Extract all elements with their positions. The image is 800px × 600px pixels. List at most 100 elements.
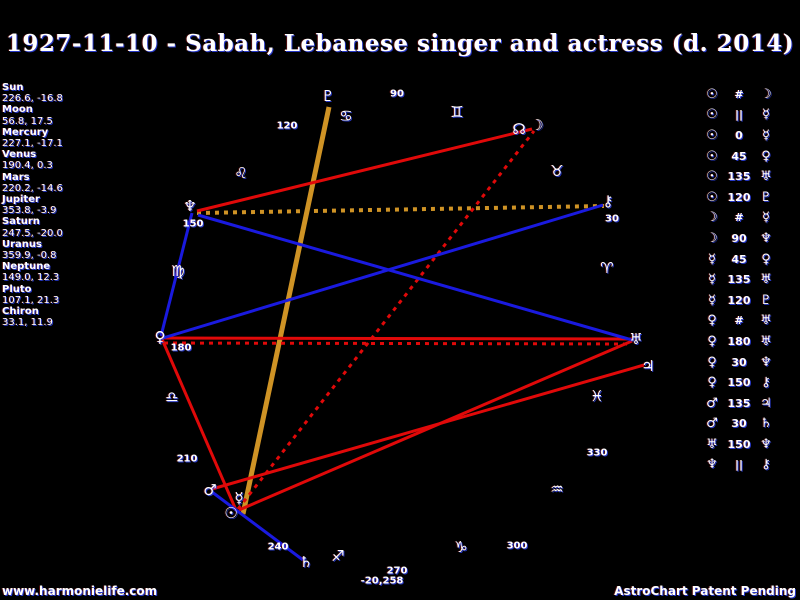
planet-name-jupiter: Jupiter	[2, 194, 40, 206]
aspect-line-sun-45-venus	[160, 338, 238, 511]
planet-coords-uranus: 359.9, -0.8	[2, 250, 57, 262]
aspect-glyph-sun: ☉	[706, 169, 718, 185]
planet-coords-sun: 226.6, -16.8	[2, 93, 63, 105]
aspect-line-venus-150-chiron	[162, 203, 604, 340]
planet-name-pluto: Pluto	[2, 283, 32, 295]
aspect-glyph-jupiter: ♃	[760, 395, 772, 411]
zodiac-sign-glyph-aquarius: ♒	[550, 480, 564, 498]
aspect-row-sun-venus: ☉ 45 ♀	[700, 146, 778, 167]
aspect-glyph-mercury: ☿	[708, 292, 716, 308]
zodiac-sign-glyph-capricorn: ♑	[454, 538, 468, 556]
aspect-row-neptune-chiron: ♆ || ⚷	[700, 455, 778, 476]
aspect-type-label: 120	[727, 190, 751, 204]
aspect-glyph-sun: ☉	[706, 148, 718, 164]
aspect-row-mercury-uranus: ☿ 135 ♅	[700, 269, 778, 290]
ra-tick-label-300: 300	[506, 540, 528, 552]
aspect-glyph-neptune: ♆	[760, 230, 772, 246]
aspects-panel: ☉ # ☽ ☉ || ☿ ☉ 0 ☿ ☉ 45 ♀ ☉ 135 ♅ ☉ 120 ♇ ☽ # ☿ ☽ 90 ♆ ☿ 45 ♀ ☿ 135 ♅…	[700, 84, 778, 475]
aspect-glyph-sun: ☉	[706, 127, 718, 143]
aspect-type-label: 135	[727, 170, 751, 184]
aspect-line-mars-135-jupiter	[211, 363, 645, 491]
aspect-glyph-venus: ♀	[707, 333, 717, 349]
aspect-glyph-mars: ♂	[706, 395, 718, 411]
zodiac-sign-glyph-aries: ♈	[600, 259, 614, 277]
aspect-row-mars-saturn: ♂ 30 ♄	[700, 414, 778, 435]
aspect-glyph-uranus: ♅	[760, 169, 772, 185]
ra-tick-label-90: 90	[390, 88, 404, 100]
aspect-type-label: 120	[727, 293, 751, 307]
aspect-glyph-uranus: ♅	[706, 436, 718, 452]
aspect-row-sun-uranus: ☉ 135 ♅	[700, 166, 778, 187]
aspect-glyph-chiron: ⚷	[761, 457, 771, 473]
aspect-glyph-venus: ♀	[707, 313, 717, 329]
planet-name-mercury: Mercury	[2, 126, 49, 138]
zodiac-sign-glyph-libra: ♎	[165, 388, 179, 406]
aspect-glyph-neptune: ♆	[706, 457, 718, 473]
aspect-glyph-venus: ♀	[707, 375, 717, 391]
aspect-glyph-moon: ☽	[706, 210, 718, 226]
planet-coordinates-panel: Sun 226.6, -16.8 Moon 56.8, 17.5 Mercury 227.…	[2, 82, 63, 328]
aspect-line-venus-contra-parallel-uranus	[163, 341, 633, 346]
planet-name-saturn: Saturn	[2, 216, 40, 228]
planet-coords-venus: 190.4, 0.3	[2, 160, 53, 172]
aspect-line-neptune-150-uranus	[197, 213, 633, 342]
aspect-type-label: 150	[727, 437, 751, 451]
planet-coords-jupiter: 353.8, -3.9	[2, 205, 57, 217]
aspect-glyph-mercury: ☿	[762, 107, 770, 123]
aspect-row-mercury-pluto: ☿ 120 ♇	[700, 290, 778, 311]
aspect-glyph-pluto: ♇	[760, 189, 772, 205]
aspect-line-mars-30-saturn	[211, 490, 304, 562]
aspect-glyph-uranus: ♅	[760, 313, 772, 329]
aspect-type-label: 90	[731, 231, 747, 245]
aspect-glyph-mercury: ☿	[708, 251, 716, 267]
aspect-row-mercury-venus: ☿ 45 ♀	[700, 249, 778, 270]
planet-name-mars: Mars	[2, 171, 30, 183]
aspect-row-sun-mercury: ☉ || ☿	[700, 105, 778, 126]
aspect-glyph-mercury: ☿	[762, 127, 770, 143]
planet-glyph-node: ☊	[512, 120, 526, 138]
aspect-glyph-mercury: ☿	[762, 210, 770, 226]
planet-glyph-mars: ♂	[203, 481, 217, 499]
aspect-glyph-venus: ♀	[761, 148, 771, 164]
aspect-glyph-sun: ☉	[706, 86, 718, 102]
planet-name-neptune: Neptune	[2, 261, 51, 273]
ra-tick-label-150: 150	[182, 218, 204, 230]
planet-coords-pluto: 107.1, 21.3	[2, 294, 60, 306]
aspect-type-label: 45	[731, 149, 747, 163]
aspect-type-label: 45	[731, 252, 747, 266]
aspect-glyph-venus: ♀	[707, 354, 717, 370]
aspect-glyph-sun: ☉	[706, 107, 718, 123]
footer-site-link[interactable]: www.harmonielife.com	[2, 584, 157, 598]
zodiac-sign-glyph-virgo: ♍	[171, 262, 185, 280]
zodiac-sign-glyph-taurus: ♉	[550, 162, 564, 180]
planet-name-venus: Venus	[2, 149, 37, 161]
ra-tick-label--20258: -20,258	[360, 575, 404, 587]
aspect-row-mars-jupiter: ♂ 135 ♃	[700, 393, 778, 414]
aspect-glyph-mars: ♂	[706, 416, 718, 432]
aspect-glyph-neptune: ♆	[760, 436, 772, 452]
planet-glyph-sun: ☉	[224, 504, 238, 522]
aspect-line-sun-contra-parallel-moon	[236, 130, 536, 510]
aspect-line-sun-120-pluto	[240, 106, 332, 515]
aspect-row-sun-moon: ☉ # ☽	[700, 84, 778, 105]
planet-glyph-jupiter: ♃	[641, 357, 655, 375]
aspect-row-moon-mercury: ☽ # ☿	[700, 208, 778, 229]
aspect-type-label: 150	[727, 376, 751, 390]
ra-tick-label-180: 180	[170, 342, 192, 354]
aspect-row-uranus-neptune: ♅ 150 ♆	[700, 434, 778, 455]
site-url[interactable]: www.harmonielife.com	[2, 584, 158, 598]
ra-tick-label-270: 270	[386, 565, 408, 577]
aspect-row-venus-chiron: ♀ 150 ⚷	[700, 372, 778, 393]
aspect-type-label: 30	[731, 355, 747, 369]
zodiac-sign-glyph-leo: ♌	[234, 164, 248, 182]
aspect-glyph-mercury: ☿	[708, 272, 716, 288]
planet-name-sun: Sun	[2, 82, 24, 93]
zodiac-sign-glyph-sagittarius: ♐	[331, 547, 345, 565]
ra-tick-label-330: 330	[586, 447, 608, 459]
aspect-type-label: #	[734, 314, 744, 328]
planet-coords-mercury: 227.1, -17.1	[2, 138, 63, 150]
aspect-row-venus-uranus: ♀ 180 ♅	[700, 331, 778, 352]
planet-glyph-saturn: ♄	[299, 553, 313, 571]
planet-coords-mars: 220.2, -14.6	[2, 182, 63, 194]
aspect-type-label: 135	[727, 396, 751, 410]
